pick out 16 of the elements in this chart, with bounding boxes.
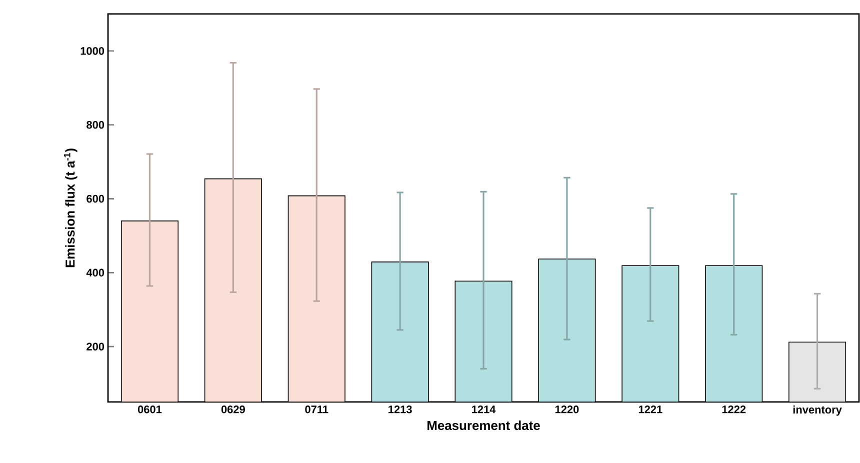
x-tick-label: inventory bbox=[793, 406, 842, 416]
y-tick-label: 1000 bbox=[80, 47, 104, 55]
y-tick-label: 400 bbox=[86, 268, 104, 277]
x-tick-label: 1214 bbox=[472, 406, 496, 414]
x-tick-label: 1213 bbox=[388, 406, 412, 414]
x-tick-label: 0601 bbox=[138, 406, 162, 414]
x-tick-label: 1221 bbox=[638, 406, 662, 414]
y-axis-title: Emission flux (t a$^{-1}$) bbox=[64, 148, 78, 268]
y-tick-label: 600 bbox=[86, 194, 104, 203]
x-axis-title: Measurement date bbox=[428, 420, 540, 430]
x-tick-label: 0711 bbox=[305, 406, 328, 414]
x-tick-label: 0629 bbox=[221, 406, 245, 414]
x-tick-label: 1222 bbox=[722, 406, 746, 414]
y-tick-label: 200 bbox=[86, 342, 104, 350]
x-tick-label: 1220 bbox=[555, 406, 579, 414]
y-tick-label: 800 bbox=[86, 120, 104, 129]
